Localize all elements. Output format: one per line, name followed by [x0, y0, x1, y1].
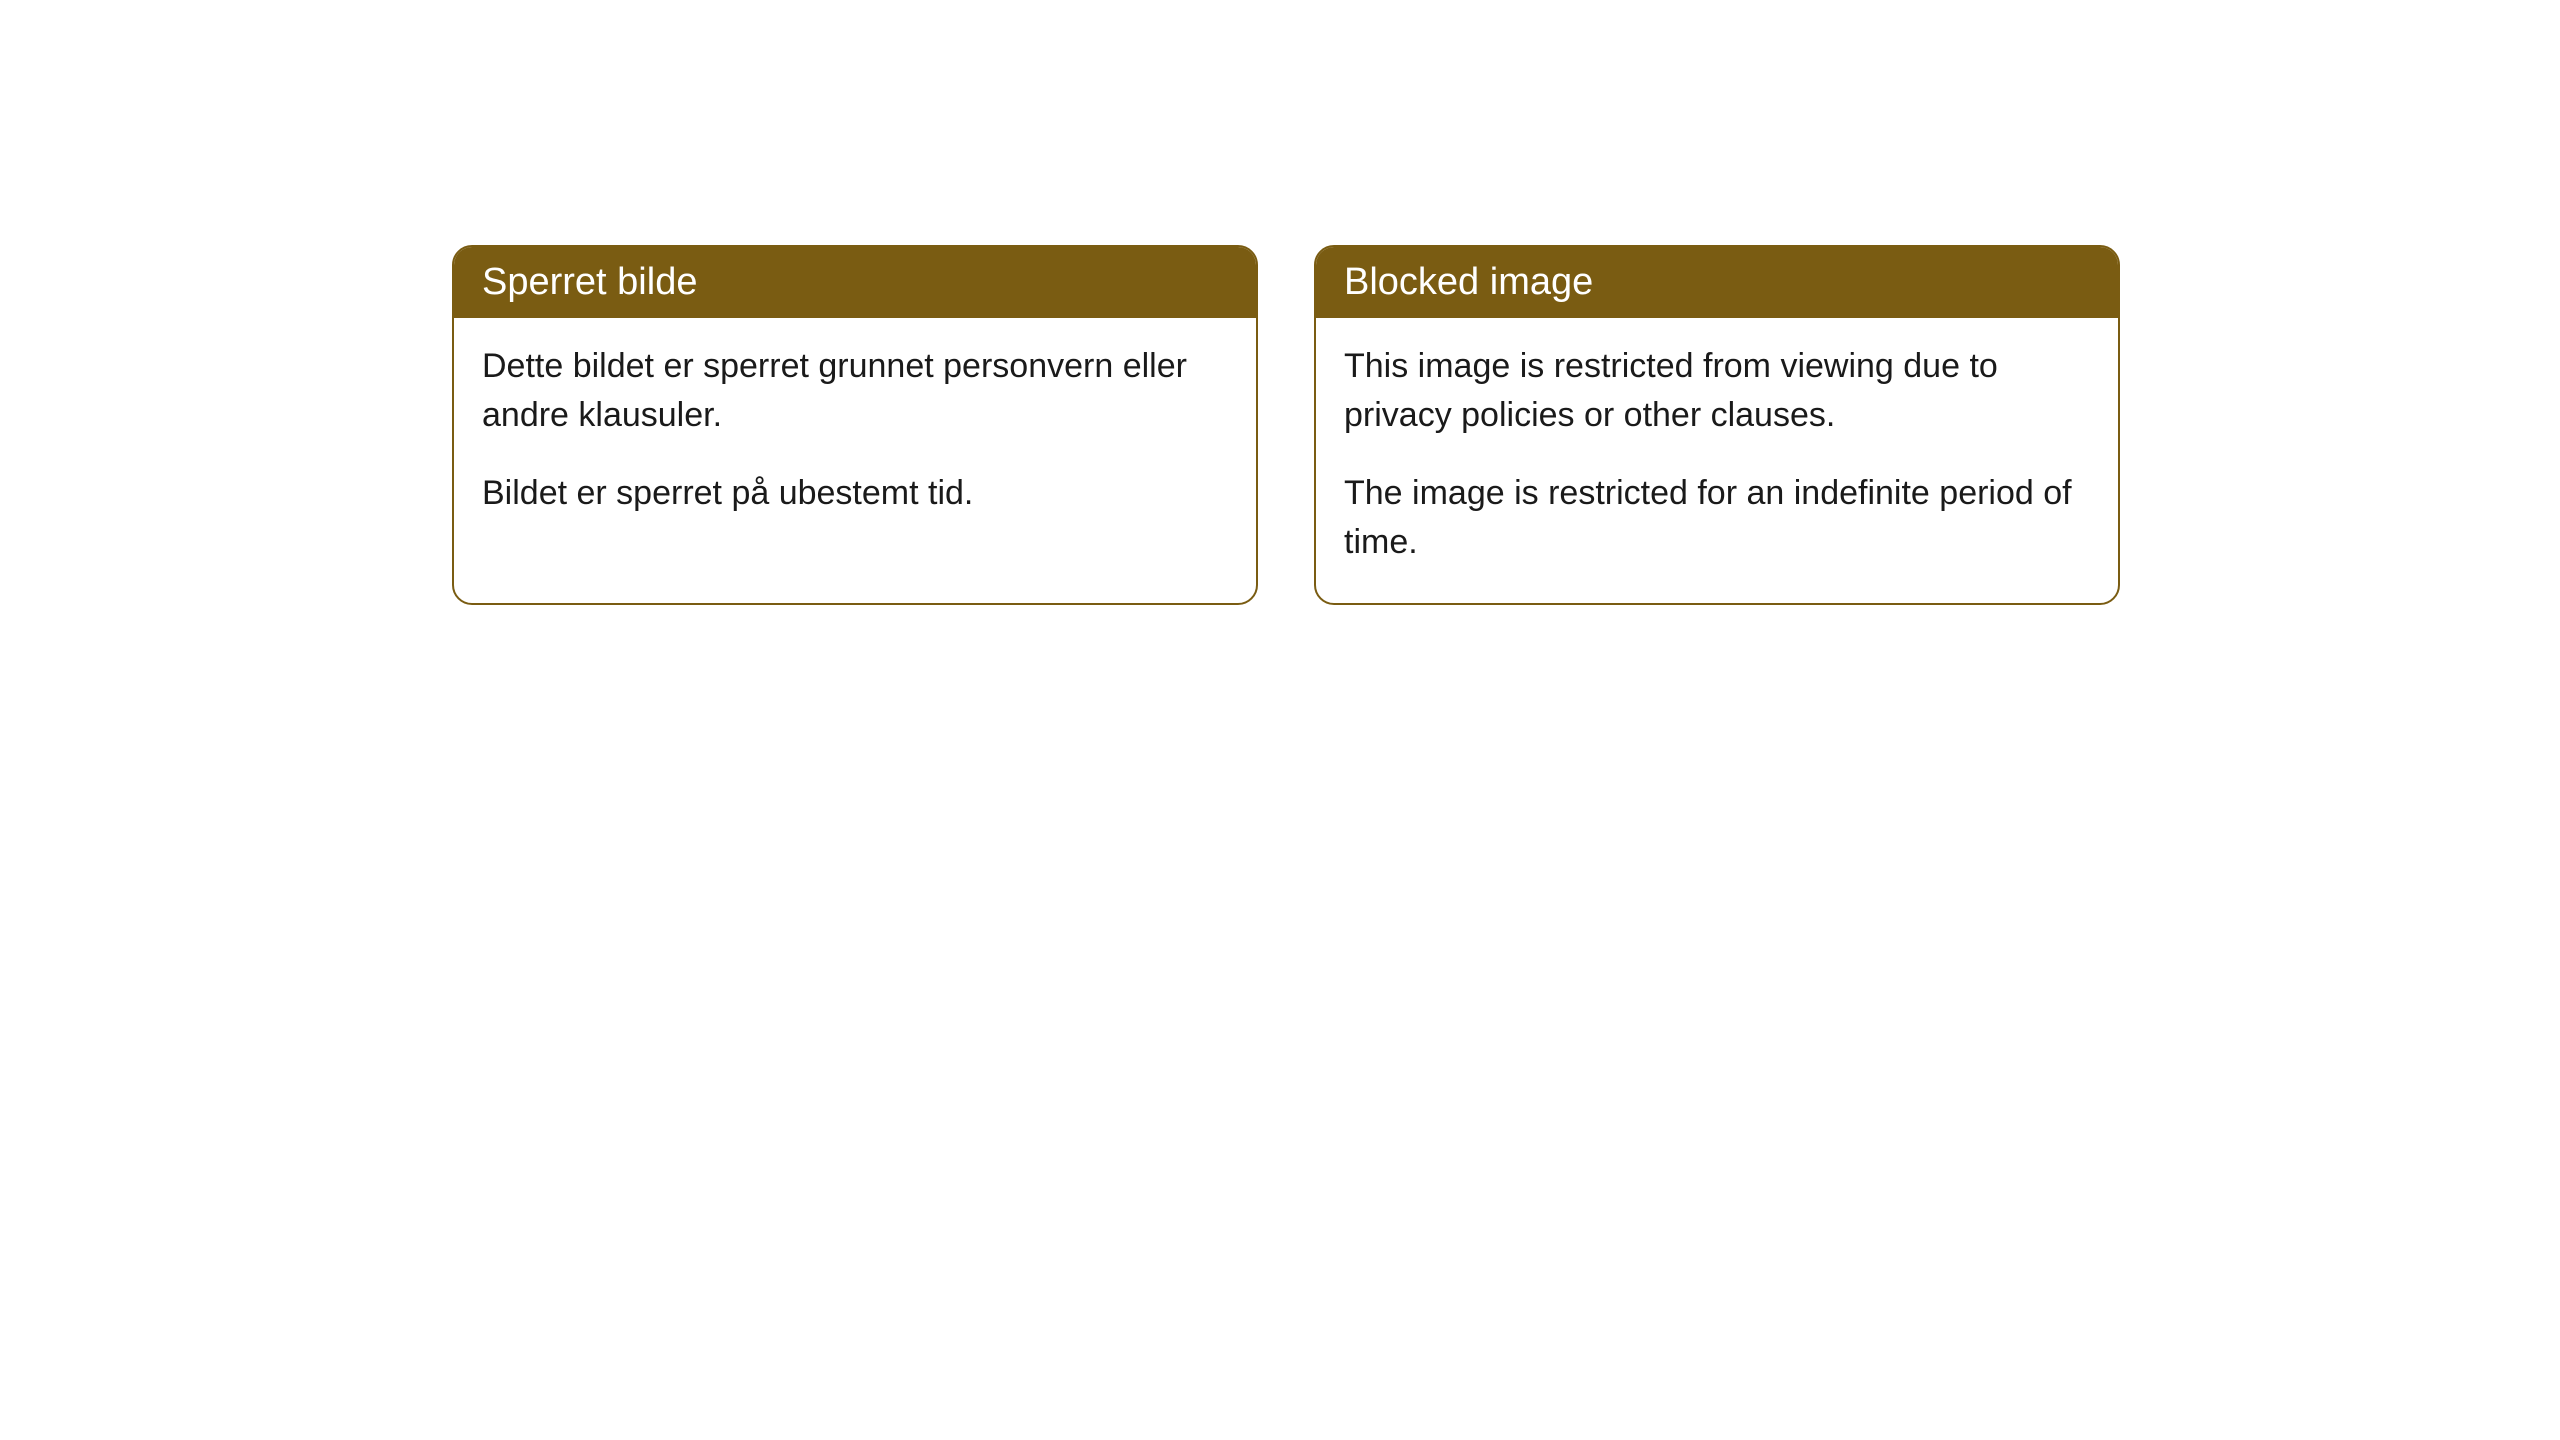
card-title: Blocked image — [1344, 261, 1593, 303]
notice-paragraph: This image is restricted from viewing du… — [1344, 342, 2090, 441]
notice-cards-container: Sperret bilde Dette bildet er sperret gr… — [452, 245, 2120, 605]
card-header: Sperret bilde — [454, 247, 1256, 318]
card-body: Dette bildet er sperret grunnet personve… — [454, 318, 1256, 554]
card-body: This image is restricted from viewing du… — [1316, 318, 2118, 603]
notice-paragraph: The image is restricted for an indefinit… — [1344, 469, 2090, 568]
card-title: Sperret bilde — [482, 261, 697, 303]
notice-card-norwegian: Sperret bilde Dette bildet er sperret gr… — [452, 245, 1258, 605]
notice-paragraph: Dette bildet er sperret grunnet personve… — [482, 342, 1228, 441]
notice-paragraph: Bildet er sperret på ubestemt tid. — [482, 469, 1228, 518]
notice-card-english: Blocked image This image is restricted f… — [1314, 245, 2120, 605]
card-header: Blocked image — [1316, 247, 2118, 318]
